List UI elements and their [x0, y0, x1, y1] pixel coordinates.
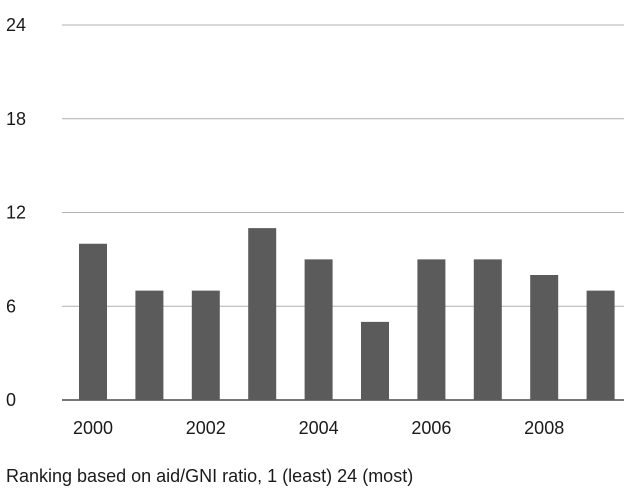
- y-tick-label: 0: [6, 390, 16, 410]
- y-tick-label: 6: [6, 296, 16, 316]
- bar-2007: [473, 259, 502, 400]
- bar-2002: [191, 290, 220, 400]
- bar-2005: [361, 321, 389, 400]
- bar-2003: [248, 228, 277, 400]
- bar-2008: [530, 275, 559, 400]
- y-tick-label: 12: [6, 203, 26, 223]
- bar-2006: [417, 259, 446, 400]
- bars: [79, 228, 615, 400]
- bar-2009: [586, 290, 615, 400]
- bar-2004: [304, 259, 333, 400]
- x-tick-label: 2004: [299, 418, 339, 438]
- y-tick-label: 18: [6, 109, 26, 129]
- bar-2001: [135, 290, 164, 400]
- x-axis-ticks: 2000 2002 2004 2006 2008: [73, 418, 564, 438]
- x-tick-label: 2002: [186, 418, 226, 438]
- y-tick-label: 24: [6, 15, 26, 35]
- bar-2000: [79, 243, 107, 400]
- x-tick-label: 2006: [411, 418, 451, 438]
- x-tick-label: 2000: [73, 418, 113, 438]
- x-tick-label: 2008: [524, 418, 564, 438]
- chart-caption: Ranking based on aid/GNI ratio, 1 (least…: [6, 466, 414, 486]
- y-axis-ticks: 0 6 12 18 24: [6, 15, 26, 410]
